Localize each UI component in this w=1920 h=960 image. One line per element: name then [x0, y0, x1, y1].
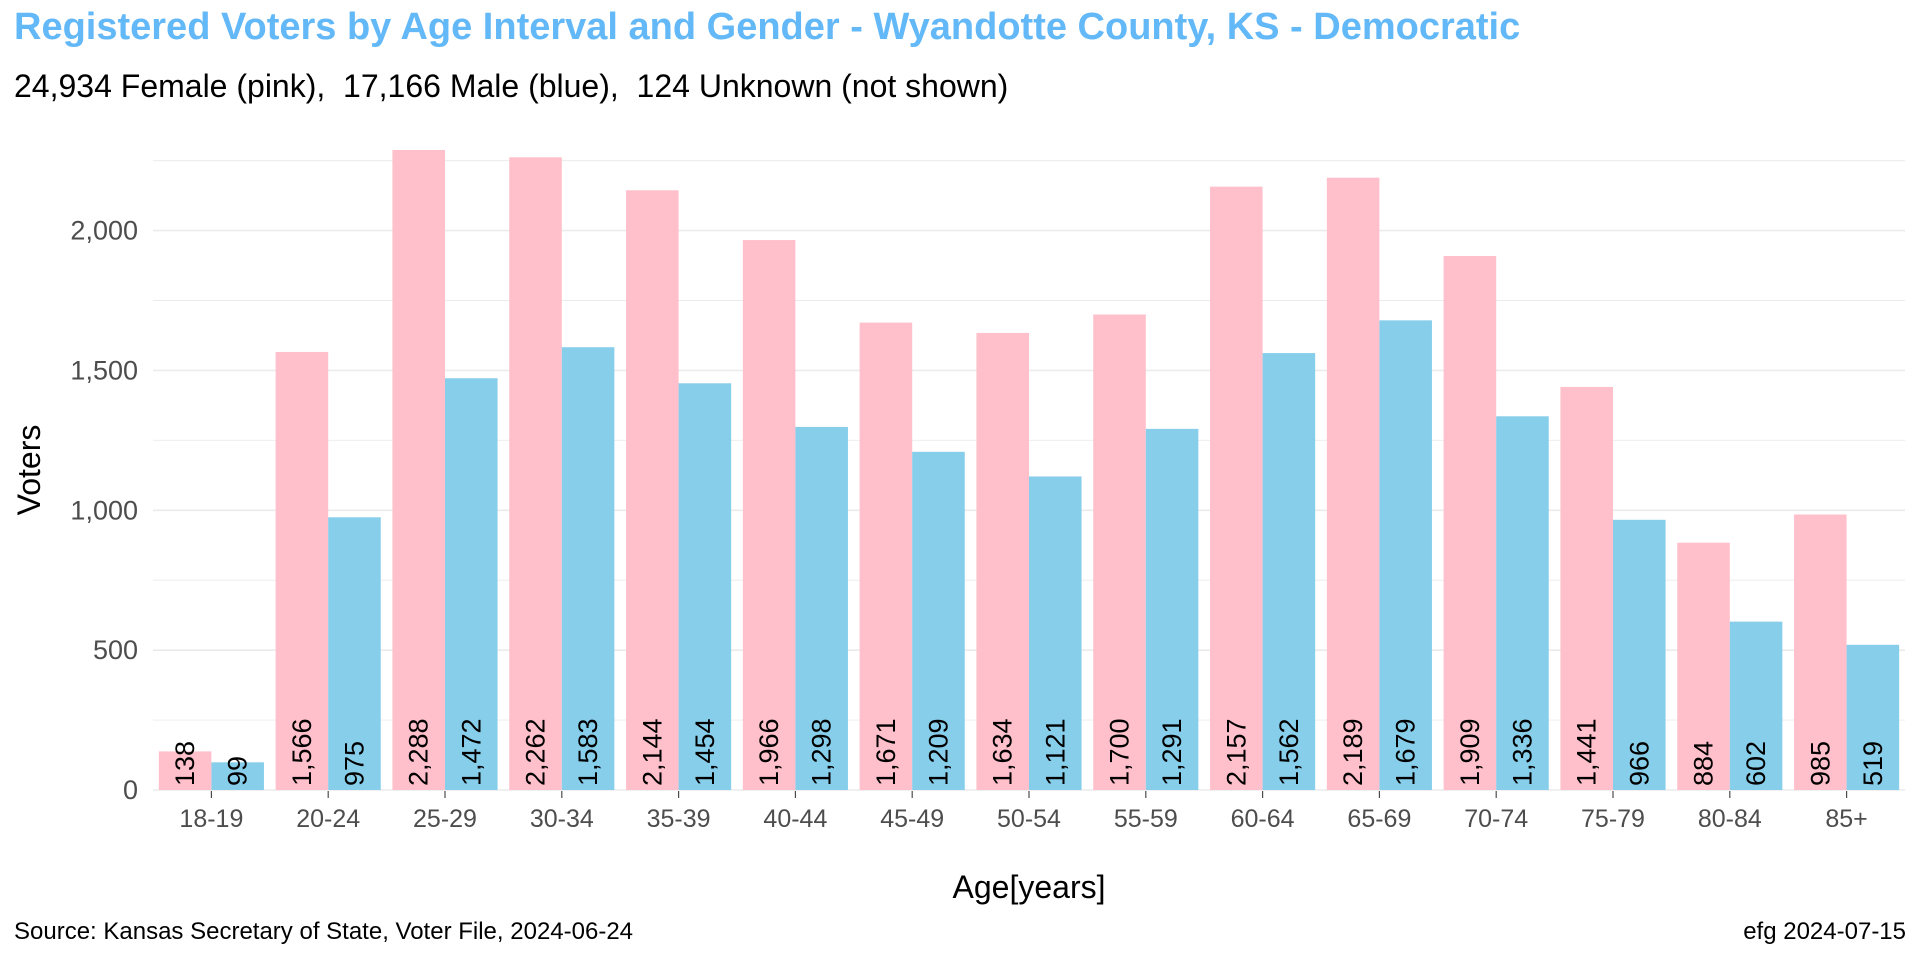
bar-label-female: 1,966	[754, 718, 784, 786]
bar-label-male: 1,583	[573, 718, 603, 786]
bar-female	[742, 240, 796, 790]
y-tick-label: 500	[93, 635, 138, 665]
bar-male	[445, 378, 498, 790]
bar-female	[158, 751, 212, 790]
bar-label-male: 1,454	[690, 718, 720, 786]
bar-label-male: 1,298	[807, 718, 837, 786]
bar-male	[1262, 353, 1316, 790]
bar-male	[561, 347, 615, 790]
bar-label-male: 1,121	[1040, 718, 1070, 786]
x-tick-label: 80-84	[1698, 805, 1762, 833]
bar-label-male: 1,472	[456, 718, 486, 786]
bar-female	[1443, 256, 1497, 790]
bar-male	[328, 517, 381, 790]
x-tick-label: 60-64	[1231, 805, 1295, 833]
bar-label-female: 1,634	[988, 718, 1018, 786]
x-axis-ticks: 18-19 20-24 25-29 30-34 35-39 40-44 45-49 50-54…	[179, 791, 1868, 833]
bar-label-female: 1,909	[1455, 718, 1485, 786]
bar-male	[1496, 416, 1549, 790]
bar-label-male: 99	[223, 756, 253, 786]
bar-female	[1560, 386, 1613, 790]
bar-male	[1846, 644, 1900, 790]
y-tick-label: 2,000	[70, 216, 138, 246]
bar-labels: 138 99 1,566 975 2,288 1,472 2,262 1,583 2,144 1,…	[170, 718, 1888, 786]
bar-male	[912, 451, 965, 790]
y-axis-ticks: 0 500 1,000 1,500 2,000	[70, 216, 138, 805]
bar-female	[626, 190, 679, 790]
bar-male	[678, 383, 732, 790]
y-axis-label: Voters	[11, 425, 47, 516]
bar-label-female: 985	[1805, 741, 1835, 786]
bar-female	[392, 150, 445, 790]
bar-label-female: 2,144	[637, 718, 667, 786]
bar-male	[1379, 320, 1432, 790]
x-tick-label: 20-24	[296, 805, 360, 833]
bar-label-male: 1,562	[1274, 718, 1304, 786]
bar-label-female: 1,671	[871, 718, 901, 786]
bars	[158, 150, 1900, 791]
chart-subtitle: 24,934 Female (pink), 17,166 Male (blue)…	[14, 68, 1009, 104]
bar-label-female: 2,262	[521, 718, 551, 786]
bar-male	[211, 762, 264, 790]
bar-label-male: 1,291	[1157, 718, 1187, 786]
x-tick-label: 50-54	[997, 805, 1061, 833]
bar-female	[1794, 514, 1847, 790]
bar-label-female: 884	[1689, 741, 1719, 786]
bar-label-male: 1,336	[1507, 718, 1537, 786]
credit-note: efg 2024-07-15	[1743, 918, 1906, 945]
bar-female	[976, 332, 1029, 790]
x-tick-label: 70-74	[1464, 805, 1528, 833]
y-tick-label: 0	[123, 775, 138, 805]
bar-male	[1729, 621, 1783, 790]
bar-label-male: 966	[1624, 741, 1654, 786]
bar-label-female: 1,566	[287, 718, 317, 786]
x-tick-label: 55-59	[1114, 805, 1178, 833]
chart-title: Registered Voters by Age Interval and Ge…	[14, 6, 1521, 48]
bar-female	[1677, 542, 1730, 790]
bar-label-male: 602	[1741, 741, 1771, 786]
x-axis-label: Age[years]	[953, 869, 1106, 905]
bar-male	[1029, 476, 1082, 790]
bar-female	[275, 351, 329, 790]
bar-label-female: 138	[170, 741, 200, 786]
x-tick-label: 25-29	[413, 805, 477, 833]
x-tick-label: 35-39	[647, 805, 711, 833]
bar-female	[859, 322, 913, 790]
bar-male	[1613, 519, 1666, 790]
x-tick-label: 30-34	[530, 805, 594, 833]
x-tick-label: 85+	[1825, 805, 1867, 833]
x-tick-label: 45-49	[880, 805, 944, 833]
y-tick-label: 1,500	[70, 355, 138, 385]
bar-label-male: 1,209	[923, 718, 953, 786]
bar-label-female: 1,441	[1572, 718, 1602, 786]
bar-female	[1093, 314, 1146, 790]
bar-label-male: 519	[1858, 741, 1888, 786]
bar-female	[509, 157, 562, 791]
bar-female	[1210, 186, 1263, 790]
bar-label-male: 975	[339, 741, 369, 786]
bar-label-male: 1,679	[1391, 718, 1421, 786]
bar-male	[795, 426, 848, 790]
bar-male	[1145, 428, 1199, 790]
y-tick-label: 1,000	[70, 495, 138, 525]
bar-label-female: 2,157	[1221, 718, 1251, 786]
x-tick-label: 40-44	[763, 805, 827, 833]
x-tick-label: 65-69	[1347, 805, 1411, 833]
bar-label-female: 2,288	[404, 718, 434, 786]
bar-label-female: 1,700	[1105, 718, 1135, 786]
bar-label-female: 2,189	[1338, 718, 1368, 786]
x-tick-label: 18-19	[179, 805, 243, 833]
bar-female	[1326, 177, 1380, 790]
source-note: Source: Kansas Secretary of State, Voter…	[14, 918, 634, 945]
x-tick-label: 75-79	[1581, 805, 1645, 833]
